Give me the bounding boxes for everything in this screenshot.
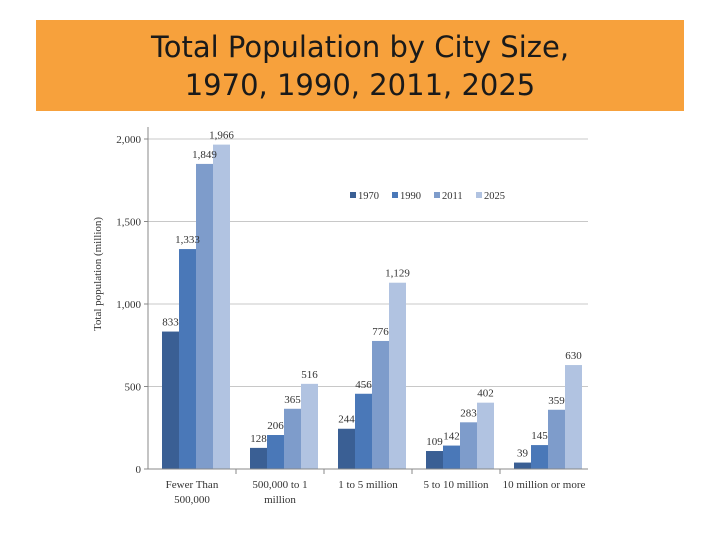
bar-1990-cat-0 xyxy=(179,249,196,469)
bar-2011-cat-2 xyxy=(372,340,389,469)
bar-1970-cat-3 xyxy=(426,451,443,469)
y-tick-label: 2,000 xyxy=(116,134,141,146)
category-label: 500,000 xyxy=(174,494,210,506)
data-label: 244 xyxy=(338,414,355,426)
data-label: 145 xyxy=(531,430,548,442)
bar-2025-cat-0 xyxy=(213,144,230,470)
bar-2025-cat-2 xyxy=(389,282,406,469)
bar-2011-cat-3 xyxy=(460,422,477,469)
bar-1990-cat-4 xyxy=(531,445,548,469)
category-label: Fewer Than xyxy=(166,479,219,491)
data-label: 365 xyxy=(284,394,301,406)
y-tick-label: 500 xyxy=(125,382,142,394)
y-tick-label: 0 xyxy=(136,464,142,476)
bar-1970-cat-0 xyxy=(162,331,179,469)
category-label: million xyxy=(264,494,296,506)
bar-1970-cat-1 xyxy=(250,447,267,469)
data-label: 128 xyxy=(250,433,267,445)
category-label: 10 million or more xyxy=(503,479,586,491)
data-label: 206 xyxy=(267,420,284,432)
bar-1970-cat-2 xyxy=(338,428,355,469)
axes: 0 500 1,000 1,500 2,000 Total population (mil… xyxy=(92,127,588,506)
data-label: 833 xyxy=(162,317,179,329)
data-label: 109 xyxy=(426,436,443,448)
data-label: 456 xyxy=(355,379,372,391)
bar-2025-cat-3 xyxy=(477,402,494,469)
bar-1990-cat-1 xyxy=(267,435,284,469)
bar-1970-cat-4 xyxy=(514,462,531,469)
bar-2011-cat-4 xyxy=(548,409,565,469)
bar-2025-cat-1 xyxy=(301,383,318,469)
bars xyxy=(162,144,582,470)
data-label: 1,966 xyxy=(209,130,234,142)
title-banner: Total Population by City Size, 1970, 199… xyxy=(36,20,684,111)
data-label: 359 xyxy=(548,395,565,407)
bar-1990-cat-2 xyxy=(355,393,372,469)
bar-2011-cat-1 xyxy=(284,408,301,469)
category-label: 1 to 5 million xyxy=(338,479,398,491)
legend-swatch xyxy=(392,192,398,198)
y-tick-label: 1,500 xyxy=(116,217,141,229)
data-label: 1,849 xyxy=(192,149,217,161)
slide-title-line-2: 1970, 1990, 2011, 2025 xyxy=(184,67,536,102)
legend-label: 1970 xyxy=(358,191,379,202)
legend: 1970 1990 2011 2025 xyxy=(350,191,505,202)
category-label: 500,000 to 1 xyxy=(252,479,307,491)
data-label: 1,129 xyxy=(385,268,410,280)
legend-label: 1990 xyxy=(400,191,421,202)
data-label: 39 xyxy=(517,448,529,460)
legend-swatch xyxy=(476,192,482,198)
y-tick-label: 1,000 xyxy=(116,299,141,311)
category-label: 5 to 10 million xyxy=(423,479,489,491)
bar-2011-cat-0 xyxy=(196,163,213,470)
slide-title-line-1: Total Population by City Size, xyxy=(150,29,570,64)
legend-label: 2011 xyxy=(442,191,463,202)
data-label: 283 xyxy=(460,407,477,419)
y-axis-title: Total population (million) xyxy=(92,217,104,331)
data-label: 402 xyxy=(477,388,494,400)
data-label: 516 xyxy=(301,369,318,381)
bar-1990-cat-3 xyxy=(443,445,460,469)
bar-2025-cat-4 xyxy=(565,365,582,469)
legend-swatch xyxy=(350,192,356,198)
data-label: 142 xyxy=(443,431,460,443)
data-label: 630 xyxy=(565,350,582,362)
data-label: 1,333 xyxy=(175,234,200,246)
legend-swatch xyxy=(434,192,440,198)
data-label: 776 xyxy=(372,326,389,338)
legend-label: 2025 xyxy=(484,191,505,202)
